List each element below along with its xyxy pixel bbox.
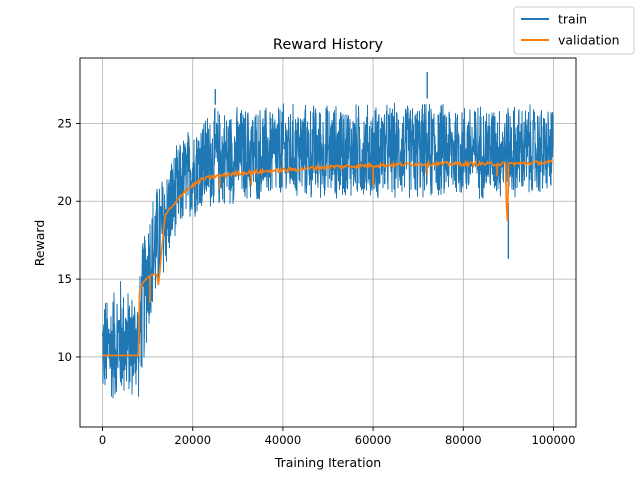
legend: train validation xyxy=(513,6,635,55)
validation-line xyxy=(102,159,554,357)
validation-series xyxy=(102,159,554,357)
legend-label-train: train xyxy=(558,12,587,27)
x-tick-label: 40000 xyxy=(265,433,302,447)
x-tick-label: 0 xyxy=(99,433,106,447)
y-tick-label: 20 xyxy=(57,194,72,208)
x-tick-label: 60000 xyxy=(355,433,392,447)
train-line xyxy=(102,102,554,399)
x-tick-label: 20000 xyxy=(174,433,211,447)
x-axis-ticks: 0 20000 40000 60000 80000 100000 xyxy=(99,427,576,447)
plot-area-frame xyxy=(79,57,577,428)
x-tick-label: 100000 xyxy=(532,433,576,447)
y-tick-label: 25 xyxy=(57,116,72,130)
y-axis-ticks: 10 15 20 25 xyxy=(57,116,80,364)
x-tick-label: 80000 xyxy=(445,433,482,447)
x-axis-label: Training Iteration xyxy=(274,455,381,470)
chart-title: Reward History xyxy=(273,37,384,53)
legend-label-validation: validation xyxy=(558,33,620,48)
y-axis-label: Reward xyxy=(32,220,47,267)
y-tick-label: 15 xyxy=(57,272,72,286)
y-tick-label: 10 xyxy=(57,350,72,364)
